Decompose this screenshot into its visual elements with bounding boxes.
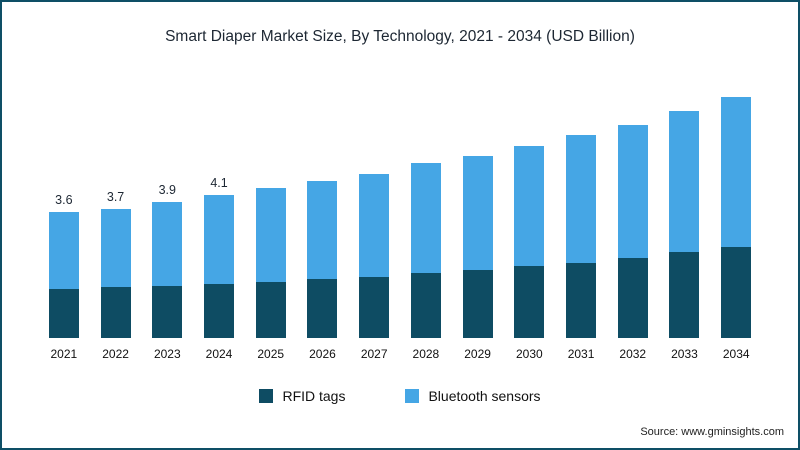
bar-segment-rfid [669, 252, 700, 338]
bar-stack [607, 76, 659, 338]
bar-stack [297, 76, 349, 338]
x-axis-tick-label: 2026 [309, 347, 336, 361]
bar-segment-rfid [100, 287, 131, 338]
bar-segment-bluetooth [204, 194, 235, 284]
legend-swatch-rfid-icon [259, 389, 274, 403]
bar-segment-rfid [152, 285, 183, 338]
bar-segment-rfid [48, 289, 79, 338]
bar-segment-rfid [255, 282, 286, 338]
x-axis-tick-label: 2031 [567, 347, 595, 361]
bar-segment-rfid [410, 273, 441, 338]
x-axis-tick-label: 2028 [412, 347, 440, 361]
bar-segment-bluetooth [152, 201, 183, 286]
bar-stack [503, 76, 555, 338]
bar-segment-rfid [721, 247, 752, 338]
legend-item-bluetooth: Bluetooth sensors [405, 388, 541, 404]
x-axis-tick-label: 2023 [153, 347, 181, 361]
legend: RFID tags Bluetooth sensors [2, 388, 798, 404]
bar-column: 2029 [452, 76, 504, 362]
legend-swatch-bluetooth-icon [405, 389, 420, 403]
x-axis-tick-label: 2029 [464, 347, 491, 361]
bar-segment-bluetooth [462, 156, 493, 270]
bar-column: 2034 [710, 76, 762, 362]
bar-column: 3.9 2023 [141, 76, 193, 362]
legend-label-rfid: RFID tags [282, 388, 346, 404]
bar-segment-rfid [359, 276, 390, 338]
x-axis-tick-label: 2030 [515, 347, 543, 361]
x-axis-tick-label: 2021 [50, 347, 78, 361]
bar-stack: 4.1 [193, 76, 245, 338]
bar-stack [245, 76, 297, 338]
bar-segment-bluetooth [359, 173, 390, 277]
bar-segment-bluetooth [669, 110, 700, 253]
bar-segment-bluetooth [255, 187, 286, 283]
bar-value-label: 3.6 [55, 193, 73, 208]
bar-stack: 3.6 [38, 76, 90, 338]
x-axis-tick-label: 2033 [671, 347, 698, 361]
bar-segment-rfid [462, 269, 493, 338]
bar-segment-rfid [204, 283, 235, 338]
bar-column: 2033 [659, 76, 711, 362]
bar-stack [348, 76, 400, 338]
bar-value-label: 4.1 [210, 175, 228, 190]
bar-stack: 3.7 [90, 76, 142, 338]
bar-value-label: 3.7 [106, 189, 125, 204]
bar-stack: 3.9 [141, 76, 193, 338]
bar-segment-rfid [617, 257, 648, 338]
bar-segment-rfid [307, 278, 338, 338]
bar-segment-bluetooth [410, 163, 441, 274]
x-axis-tick-label: 2034 [722, 347, 750, 361]
x-axis-tick-label: 2032 [619, 347, 647, 361]
bar-stack [710, 76, 762, 338]
bar-stack [400, 76, 452, 338]
bar-column: 2027 [348, 76, 400, 362]
bar-column: 3.6 2021 [38, 76, 90, 362]
legend-item-rfid: RFID tags [259, 388, 345, 404]
source-text: Source: www.gminsights.com [640, 426, 784, 438]
bar-segment-rfid [514, 266, 545, 338]
bar-segment-bluetooth [100, 208, 131, 288]
bar-column: 2025 [245, 76, 297, 362]
bar-segment-bluetooth [307, 180, 338, 279]
x-axis-tick-label: 2022 [102, 347, 129, 361]
chart-title: Smart Diaper Market Size, By Technology,… [165, 28, 635, 45]
bar-stack [659, 76, 711, 338]
bar-segment-bluetooth [721, 96, 752, 248]
plot-area: 3.6 2021 3.7 2022 3.9 2023 4.1 2024 2025 2026 2027… [2, 76, 798, 362]
bar-column: 4.1 2024 [193, 76, 245, 362]
bar-value-label: 3.9 [158, 182, 176, 197]
bar-segment-bluetooth [617, 124, 648, 258]
bar-column: 2030 [503, 76, 555, 362]
bar-stack [555, 76, 607, 338]
x-axis-tick-label: 2025 [257, 347, 285, 361]
bar-column: 2031 [555, 76, 607, 362]
bar-segment-bluetooth [48, 212, 79, 290]
bar-segment-bluetooth [566, 135, 597, 263]
bar-stack [452, 76, 504, 338]
bar-column: 3.7 2022 [90, 76, 142, 362]
x-axis-tick-label: 2027 [360, 347, 388, 361]
bar-segment-rfid [566, 262, 597, 338]
bar-column: 2026 [297, 76, 349, 362]
x-axis-tick-label: 2024 [205, 347, 233, 361]
bar-column: 2032 [607, 76, 659, 362]
bar-segment-bluetooth [514, 145, 545, 267]
legend-label-bluetooth: Bluetooth sensors [428, 388, 541, 404]
bar-column: 2028 [400, 76, 452, 362]
